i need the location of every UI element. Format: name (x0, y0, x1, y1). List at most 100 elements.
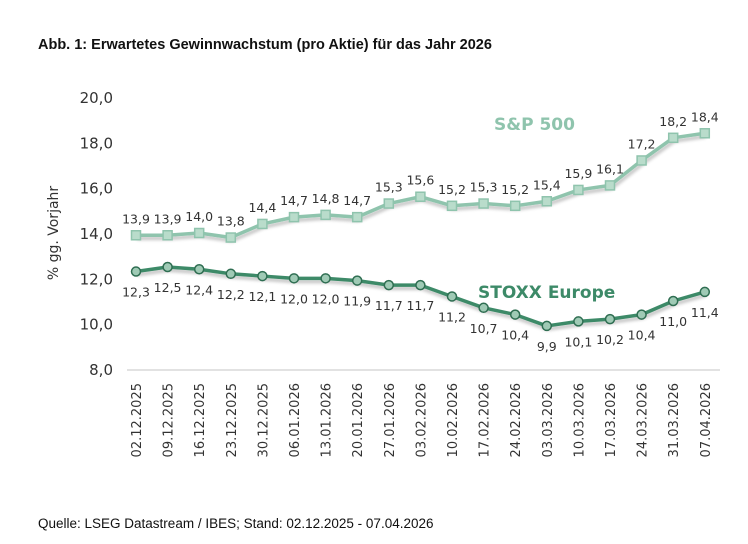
data-point (351, 275, 363, 286)
x-axis: 02.12.2025 09.12.2025 16.12.2025 23.12.2025… (130, 383, 714, 457)
data-label: 10,4 (628, 328, 656, 343)
data-label: 14,0 (185, 209, 213, 224)
data-point (478, 302, 489, 314)
x-tick-label: 16.12.2025 (193, 383, 208, 457)
y-tick-label: 8,0 (89, 361, 113, 379)
x-tick-label: 17.02.2026 (478, 383, 493, 457)
data-point (636, 309, 647, 320)
data-point (446, 200, 458, 212)
data-label: 15,2 (438, 182, 466, 197)
data-label: 11,7 (406, 298, 434, 313)
data-point (257, 218, 268, 230)
x-tick-label: 09.12.2025 (162, 383, 177, 457)
data-point (257, 270, 268, 282)
data-point (130, 266, 142, 277)
data-label: 15,4 (533, 177, 561, 192)
data-point (193, 264, 205, 275)
data-point (320, 273, 331, 284)
data-label: 18,4 (691, 109, 719, 124)
x-tick-label: 10.02.2026 (446, 383, 461, 457)
data-label: 12,3 (122, 285, 150, 300)
data-point (162, 230, 173, 241)
data-point (667, 132, 679, 144)
data-point (162, 261, 173, 273)
x-tick-label: 13.01.2026 (320, 383, 335, 457)
y-axis-label: % gg. Vorjahr (46, 186, 62, 281)
x-tick-label: 27.01.2026 (383, 383, 398, 457)
data-label: 15,3 (470, 180, 498, 195)
data-label: 18,2 (659, 114, 687, 129)
data-point (699, 128, 711, 139)
y-tick-label: 10,0 (80, 316, 113, 334)
y-tick-label: 14,0 (80, 225, 113, 243)
data-label: 12,0 (280, 291, 308, 306)
data-label: 12,1 (248, 289, 276, 304)
data-label: 11,4 (691, 305, 719, 320)
data-point (509, 309, 521, 320)
data-point (699, 286, 711, 298)
data-point (478, 198, 489, 209)
x-tick-label: 31.03.2026 (667, 383, 682, 457)
x-tick-label: 10.03.2026 (572, 383, 587, 457)
data-label: 12,4 (185, 282, 213, 297)
data-point (604, 180, 616, 191)
data-point (288, 273, 300, 284)
data-point (383, 279, 395, 291)
data-label: 16,1 (596, 161, 624, 176)
data-point (193, 227, 205, 239)
data-point (383, 198, 395, 209)
data-label: 14,4 (248, 200, 276, 215)
series-stoxx-europe: 12,3 12,5 12,4 12,2 12,1 12,0 12,0 11,9 11,7 11,7… (122, 261, 719, 354)
data-point (446, 291, 458, 302)
data-point (604, 313, 616, 325)
x-tick-label: 24.02.2026 (509, 383, 524, 457)
series-sp500: 13,9 13,9 14,0 13,814,4 14,7 14,8 14,715,3 15,6… (122, 109, 719, 243)
data-label: 10,4 (501, 328, 529, 343)
data-point (541, 320, 553, 332)
data-label: 10,7 (470, 321, 498, 336)
data-label: 14,7 (343, 193, 371, 208)
chart-title: Abb. 1: Erwartetes Gewinnwachstum (pro A… (38, 37, 492, 53)
data-point (130, 230, 142, 241)
data-point (573, 316, 584, 327)
data-label: 14,7 (280, 193, 308, 208)
data-label: 9,9 (537, 339, 557, 354)
data-label: 11,0 (659, 314, 687, 329)
legend-stoxx-europe: STOXX Europe (478, 283, 615, 303)
x-tick-label: 06.01.2026 (288, 383, 303, 457)
data-point (636, 155, 647, 166)
data-label: 10,1 (564, 334, 592, 349)
data-label: 11,2 (438, 309, 466, 324)
data-point (667, 295, 679, 307)
x-tick-label: 30.12.2025 (256, 383, 271, 457)
data-label: 13,8 (217, 214, 245, 229)
data-label: 13,9 (122, 211, 150, 226)
data-label: 15,6 (406, 173, 434, 188)
y-tick-label: 12,0 (80, 270, 113, 288)
data-label: 10,2 (596, 332, 624, 347)
data-label: 15,3 (375, 180, 403, 195)
y-tick-label: 20,0 (80, 89, 113, 107)
data-point (320, 209, 331, 221)
data-label: 14,8 (312, 191, 340, 206)
x-tick-label: 17.03.2026 (604, 383, 619, 457)
data-point (573, 184, 584, 196)
data-label: 11,7 (375, 298, 403, 313)
data-label: 11,9 (343, 294, 371, 309)
series-group: 13,9 13,9 14,0 13,814,4 14,7 14,8 14,715,3 15,6… (122, 109, 719, 354)
x-tick-label: 03.02.2026 (414, 383, 429, 457)
data-label: 15,2 (501, 182, 529, 197)
x-tick-label: 23.12.2025 (225, 383, 240, 457)
data-point (541, 196, 553, 207)
data-label: 12,2 (217, 287, 245, 302)
y-axis: 8,0 10,0 12,0 14,0 16,0 18,0 20,0 (80, 89, 113, 379)
x-tick-label: 24.03.2026 (636, 383, 651, 457)
x-tick-label: 03.03.2026 (541, 383, 556, 457)
data-point (415, 279, 426, 291)
legend-sp500: S&P 500 (494, 115, 575, 135)
data-label: 15,9 (564, 166, 592, 181)
data-label: 12,5 (154, 280, 182, 295)
data-point (288, 211, 300, 223)
data-point (415, 191, 426, 202)
